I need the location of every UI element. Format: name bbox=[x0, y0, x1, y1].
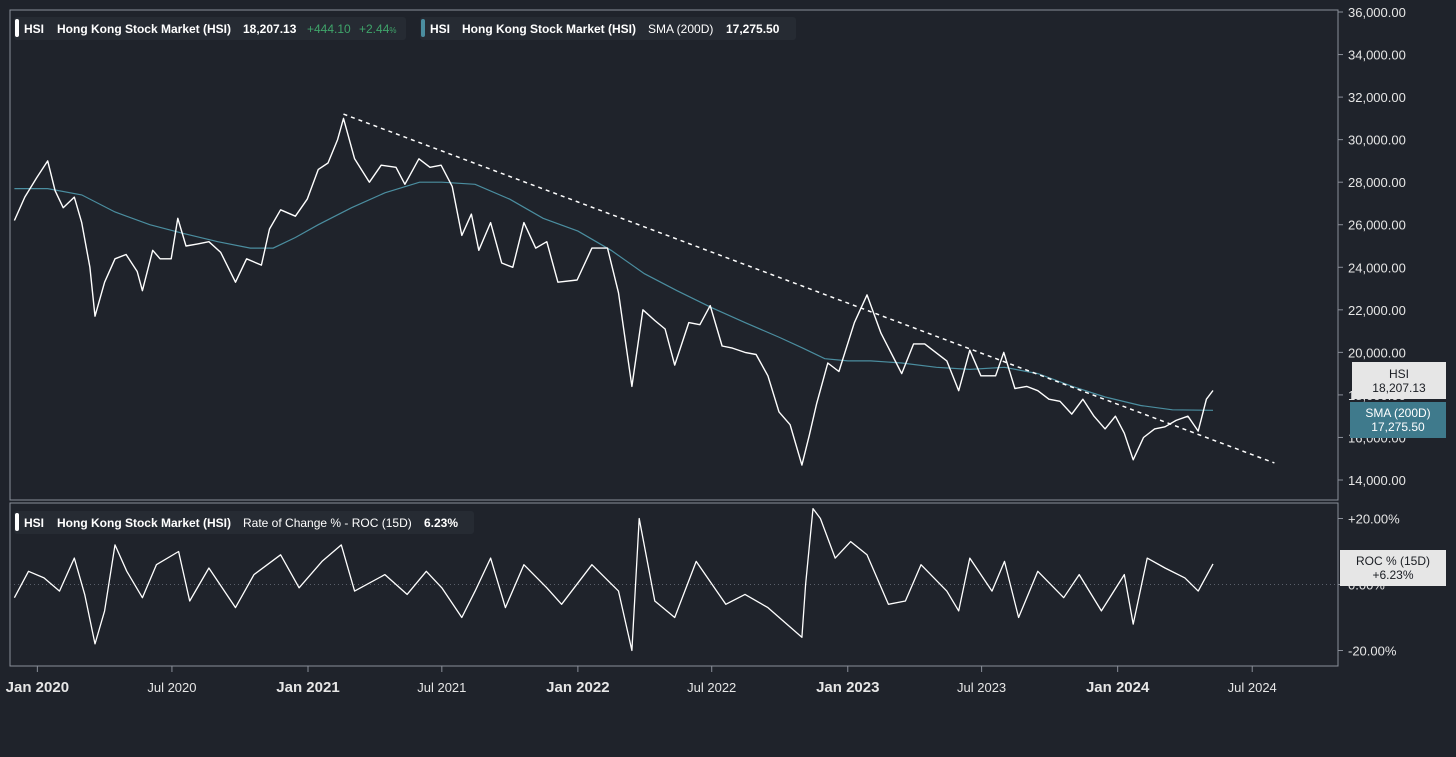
price-legend[interactable]: HSI Hong Kong Stock Market (HSI) 18,207.… bbox=[14, 17, 796, 40]
x-tick-label: Jan 2020 bbox=[6, 679, 69, 696]
price-y-tick-label: 28,000.00 bbox=[1348, 175, 1406, 190]
x-tick-label: Jul 2023 bbox=[957, 680, 1006, 695]
price-tag-roc-label: ROC % (15D) bbox=[1356, 554, 1430, 568]
roc-y-tick-label: -20.00% bbox=[1348, 644, 1397, 659]
legend-hsi-change-pct-unit: % bbox=[389, 26, 396, 35]
legend-hsi-swatch bbox=[15, 19, 19, 37]
x-tick-label: Jul 2022 bbox=[687, 680, 736, 695]
price-panel-frame bbox=[9, 9, 1339, 501]
price-y-tick-label: 30,000.00 bbox=[1348, 133, 1406, 148]
price-tag-sma-bg bbox=[1350, 402, 1446, 438]
legend-hsi-change-pct: +2.44% bbox=[359, 22, 397, 36]
legend-roc-name: Hong Kong Stock Market (HSI) bbox=[57, 516, 231, 530]
legend-sma-name: Hong Kong Stock Market (HSI) bbox=[462, 22, 636, 36]
x-axis: Jan 2020 Jul 2020 Jan 2021 Jul 2021 Jan 2022… bbox=[6, 666, 1277, 696]
price-y-tick-label: 32,000.00 bbox=[1348, 90, 1406, 105]
legend-hsi-bg bbox=[14, 17, 406, 40]
price-y-tick-label: 22,000.00 bbox=[1348, 303, 1406, 318]
price-tag-sma-label: SMA (200D) bbox=[1365, 406, 1430, 420]
x-tick-label: Jul 2020 bbox=[147, 680, 196, 695]
price-tag-hsi-label: HSI bbox=[1389, 367, 1409, 381]
resistance-trendline bbox=[343, 113, 1275, 464]
roc-legend[interactable]: HSI Hong Kong Stock Market (HSI) Rate of… bbox=[14, 511, 474, 534]
price-tag-sma-value: 17,275.50 bbox=[1371, 420, 1425, 434]
x-tick-label: Jan 2024 bbox=[1086, 679, 1150, 696]
x-tick-label: Jan 2021 bbox=[276, 679, 339, 696]
x-tick-label: Jul 2024 bbox=[1228, 680, 1277, 695]
price-tag-roc-bg bbox=[1340, 550, 1446, 586]
legend-roc-bg bbox=[14, 511, 474, 534]
series-layer bbox=[13, 113, 1275, 652]
legend-sma-value: 17,275.50 bbox=[726, 22, 780, 36]
price-y-tick-label: 26,000.00 bbox=[1348, 218, 1406, 233]
price-tag-roc-value: +6.23% bbox=[1372, 568, 1413, 582]
legend-roc-swatch bbox=[15, 513, 19, 531]
legend-hsi-symbol: HSI bbox=[24, 22, 44, 36]
x-tick-label: Jul 2021 bbox=[417, 680, 466, 695]
legend-roc-indicator: Rate of Change % - ROC (15D) bbox=[243, 516, 412, 530]
price-tag-sma: SMA (200D) 17,275.50 bbox=[1350, 402, 1446, 438]
price-y-tick-label: 34,000.00 bbox=[1348, 48, 1406, 63]
x-tick-label: Jan 2022 bbox=[546, 679, 609, 696]
price-y-axis: 14,000.0016,000.0018,000.0020,000.0022,0… bbox=[1338, 5, 1406, 488]
legend-hsi-change-pct-value: +2.44 bbox=[359, 22, 390, 36]
legend-roc-value: 6.23% bbox=[424, 516, 458, 530]
price-y-tick-label: 20,000.00 bbox=[1348, 345, 1406, 360]
legend-hsi-change: +444.10 bbox=[307, 22, 351, 36]
legend-sma-symbol: HSI bbox=[430, 22, 450, 36]
legend-roc-symbol: HSI bbox=[24, 516, 44, 530]
legend-sma-indicator: SMA (200D) bbox=[648, 22, 713, 36]
price-tag-hsi: HSI 18,207.13 bbox=[1352, 362, 1446, 399]
hsi-price-line bbox=[13, 117, 1214, 466]
price-tag-hsi-value: 18,207.13 bbox=[1372, 381, 1426, 395]
price-y-tick-label: 36,000.00 bbox=[1348, 5, 1406, 20]
sma-200d-line bbox=[14, 181, 1214, 411]
legend-sma-bg bbox=[420, 17, 796, 40]
price-y-tick-label: 14,000.00 bbox=[1348, 473, 1406, 488]
legend-hsi-name: Hong Kong Stock Market (HSI) bbox=[57, 22, 231, 36]
roc-y-tick-label: +20.00% bbox=[1348, 512, 1400, 527]
x-tick-label: Jan 2023 bbox=[816, 679, 879, 696]
price-tag-hsi-bg bbox=[1352, 362, 1446, 399]
legend-sma-swatch bbox=[421, 19, 425, 37]
price-y-tick-label: 24,000.00 bbox=[1348, 260, 1406, 275]
price-tag-roc: ROC % (15D) +6.23% bbox=[1340, 550, 1446, 586]
legend-hsi-value: 18,207.13 bbox=[243, 22, 297, 36]
roc-15d-line bbox=[13, 507, 1214, 652]
